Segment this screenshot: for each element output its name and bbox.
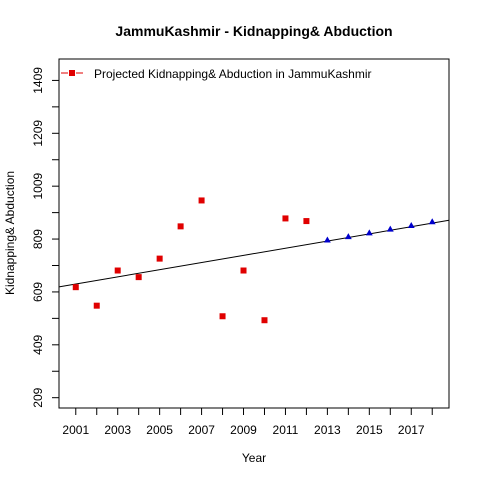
projected-point [344,233,352,240]
x-tick-label: 2003 [104,423,131,437]
plot-frame [58,58,450,409]
y-tick-label: 1009 [31,173,45,200]
chart-title: JammuKashmir - Kidnapping& Abduction [115,23,392,39]
observed-point [282,215,289,222]
x-tick-label: 2015 [356,423,383,437]
observed-point [219,313,226,320]
observed-point [156,255,163,262]
y-tick-label: 1209 [31,120,45,147]
y-tick-label: 1409 [31,67,45,94]
projected-point [428,218,436,225]
observed-point [114,267,121,274]
trend-line-layer [58,219,450,288]
legend-label: Projected Kidnapping& Abduction in Jammu… [94,67,372,81]
observed-point [240,267,247,274]
x-tick-label: 2013 [314,423,341,437]
x-tick-label: 2001 [62,423,89,437]
y-tick-label: 809 [31,229,45,249]
x-tick-label: 2005 [146,423,173,437]
observed-point [177,223,184,230]
observed-point [198,197,205,204]
observed-point [135,274,142,281]
x-axis-label: Year [242,451,266,465]
observed-point [72,284,79,291]
y-tick-label: 409 [31,334,45,354]
projected-point [407,221,415,228]
y-axis-label: Kidnapping& Abduction [3,171,17,295]
observed-point [93,302,100,309]
y-axis: 209 409 609 809 1009 1209 1409 [31,67,59,408]
observed-point [303,218,310,225]
legend-marker [69,70,75,76]
projected-point [386,225,394,232]
x-tick-label: 2017 [398,423,425,437]
y-tick-label: 209 [31,387,45,407]
data-points-layer [72,197,436,324]
legend: Projected Kidnapping& Abduction in Jammu… [61,67,372,81]
x-tick-label: 2011 [273,423,299,437]
x-tick-label: 2007 [188,423,215,437]
trend-line [58,219,450,288]
observed-point [261,317,268,324]
projected-point [365,229,373,236]
x-tick-label: 2009 [230,423,257,437]
y-tick-label: 609 [31,282,45,302]
x-axis: 2001 2003 2005 2007 2009 2011 2013 2015 2017 [62,408,433,437]
projected-point [323,236,331,243]
